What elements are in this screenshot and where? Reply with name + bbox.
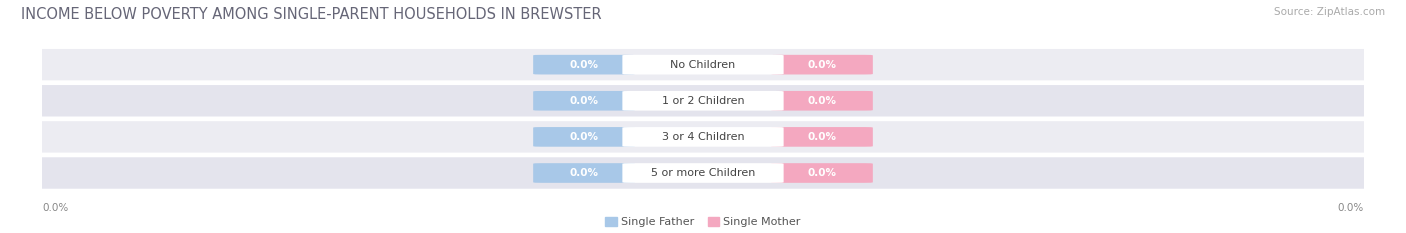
- FancyBboxPatch shape: [32, 121, 1374, 153]
- Legend: Single Father, Single Mother: Single Father, Single Mother: [606, 217, 800, 227]
- Text: INCOME BELOW POVERTY AMONG SINGLE-PARENT HOUSEHOLDS IN BREWSTER: INCOME BELOW POVERTY AMONG SINGLE-PARENT…: [21, 7, 602, 22]
- FancyBboxPatch shape: [32, 49, 1374, 80]
- Text: 0.0%: 0.0%: [569, 96, 599, 106]
- FancyBboxPatch shape: [533, 91, 636, 111]
- Text: 0.0%: 0.0%: [569, 60, 599, 70]
- Text: 0.0%: 0.0%: [807, 60, 837, 70]
- FancyBboxPatch shape: [770, 91, 873, 111]
- FancyBboxPatch shape: [32, 85, 1374, 116]
- FancyBboxPatch shape: [623, 163, 783, 183]
- FancyBboxPatch shape: [533, 127, 636, 147]
- Text: 3 or 4 Children: 3 or 4 Children: [662, 132, 744, 142]
- FancyBboxPatch shape: [770, 163, 873, 183]
- FancyBboxPatch shape: [623, 127, 783, 147]
- Text: 0.0%: 0.0%: [569, 168, 599, 178]
- Text: 0.0%: 0.0%: [807, 96, 837, 106]
- Text: 1 or 2 Children: 1 or 2 Children: [662, 96, 744, 106]
- Text: 5 or more Children: 5 or more Children: [651, 168, 755, 178]
- FancyBboxPatch shape: [533, 163, 636, 183]
- Text: 0.0%: 0.0%: [569, 132, 599, 142]
- Text: 0.0%: 0.0%: [807, 168, 837, 178]
- Text: No Children: No Children: [671, 60, 735, 70]
- FancyBboxPatch shape: [623, 55, 783, 75]
- Text: 0.0%: 0.0%: [807, 132, 837, 142]
- Text: 0.0%: 0.0%: [1337, 203, 1364, 213]
- Text: 0.0%: 0.0%: [42, 203, 69, 213]
- FancyBboxPatch shape: [32, 157, 1374, 189]
- FancyBboxPatch shape: [623, 91, 783, 111]
- Text: Source: ZipAtlas.com: Source: ZipAtlas.com: [1274, 7, 1385, 17]
- FancyBboxPatch shape: [770, 127, 873, 147]
- FancyBboxPatch shape: [770, 55, 873, 75]
- FancyBboxPatch shape: [533, 55, 636, 75]
